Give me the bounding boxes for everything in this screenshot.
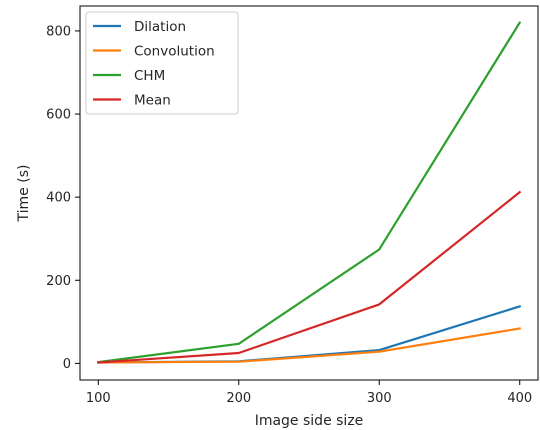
plot-frame <box>79 5 539 381</box>
legend-label-convolution: Convolution <box>134 44 215 60</box>
y-tick-label: 0 <box>63 357 71 372</box>
x-tick-label: 400 <box>507 391 532 406</box>
y-tick-label: 200 <box>46 274 71 289</box>
x-tick-label: 200 <box>226 391 251 406</box>
y-axis-label: Time (s) <box>16 165 32 223</box>
y-tick-label: 800 <box>46 24 71 39</box>
legend-label-mean: Mean <box>134 93 171 109</box>
x-axis-label: Image side size <box>255 413 364 429</box>
legend-label-chm: CHM <box>134 68 165 84</box>
legend: Dilation Convolution CHM Mean <box>85 11 239 115</box>
series-layer <box>97 21 522 364</box>
series-line-chm <box>97 21 522 364</box>
y-tick-label: 600 <box>46 108 71 123</box>
series-line-convolution <box>97 327 521 364</box>
y-tick-label: 400 <box>46 191 71 206</box>
series-line-mean <box>97 190 522 364</box>
y-ticks: 0 200 400 600 800 <box>46 24 80 372</box>
legend-box <box>85 11 239 115</box>
x-tick-label: 100 <box>86 391 111 406</box>
x-tick-label: 300 <box>367 391 392 406</box>
x-ticks: 100 200 300 400 <box>86 380 532 406</box>
legend-label-dilation: Dilation <box>134 19 186 35</box>
